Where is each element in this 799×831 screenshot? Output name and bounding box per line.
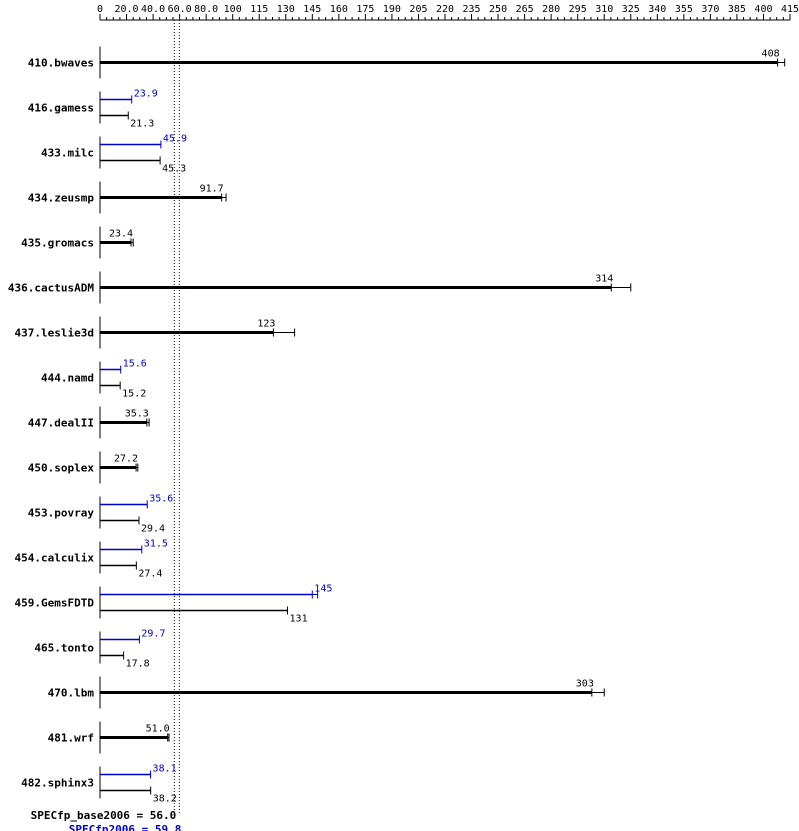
x-tick-label: 0 <box>97 4 103 15</box>
base-value-label: 91.7 <box>200 184 224 195</box>
x-tick-label: 340 <box>648 4 666 15</box>
x-tick-label: 295 <box>569 4 587 15</box>
base-value-label: 51.0 <box>146 724 170 735</box>
benchmark-label: 447.dealII <box>28 417 94 430</box>
benchmark-label: 450.soplex <box>28 462 95 475</box>
benchmark-label: 444.namd <box>41 372 94 385</box>
x-tick-label: 250 <box>489 4 507 15</box>
benchmark-label: 433.milc <box>41 147 94 160</box>
x-tick-label: 280 <box>542 4 560 15</box>
benchmark-label: 437.leslie3d <box>15 327 94 340</box>
footer-base-label: SPECfp_base2006 = 56.0 <box>31 809 177 822</box>
x-tick-label: 400 <box>754 4 772 15</box>
base-thin-value-label: 38.2 <box>153 794 177 805</box>
base-value-label: 314 <box>595 274 613 285</box>
base-value-label: 408 <box>762 49 780 60</box>
benchmark-label: 435.gromacs <box>21 237 94 250</box>
x-tick-label: 20.0 <box>114 4 138 15</box>
x-tick-label: 385 <box>728 4 746 15</box>
x-tick-label: 100 <box>224 4 242 15</box>
benchmark-label: 453.povray <box>28 507 95 520</box>
x-tick-label: 325 <box>622 4 640 15</box>
peak-value-label: 35.6 <box>149 494 173 505</box>
peak-value-label: 15.6 <box>123 359 147 370</box>
x-tick-label: 190 <box>383 4 401 15</box>
footer-peak-label: SPECfp2006 = 59.8 <box>69 823 182 831</box>
peak-value-label: 38.1 <box>153 764 177 775</box>
x-tick-label: 160 <box>330 4 348 15</box>
x-tick-label: 235 <box>463 4 481 15</box>
spec-fp-chart: 0 20.040.060.080.0 100 115 130 145 160 175 190 20… <box>0 0 799 831</box>
base-thin-value-label: 27.4 <box>138 569 162 580</box>
benchmark-label: 481.wrf <box>48 732 94 745</box>
x-tick-label: 355 <box>675 4 693 15</box>
x-tick-label: 145 <box>303 4 321 15</box>
x-tick-label: 80.0 <box>194 4 218 15</box>
peak-value-label: 29.7 <box>141 629 165 640</box>
base-thin-value-label: 15.2 <box>122 389 146 400</box>
benchmark-label: 465.tonto <box>34 642 94 655</box>
x-tick-label: 370 <box>701 4 719 15</box>
peak-value-label: 45.9 <box>163 134 187 145</box>
benchmark-label: 454.calculix <box>15 552 95 565</box>
base-thin-value-label: 45.3 <box>162 164 186 175</box>
base-thin-value-label: 21.3 <box>130 119 154 130</box>
benchmark-label: 416.gamess <box>28 102 94 115</box>
x-tick-label: 130 <box>277 4 295 15</box>
x-tick-label: 40.0 <box>141 4 165 15</box>
base-thin-value-label: 17.8 <box>126 659 150 670</box>
x-tick-label: 415 <box>781 4 799 15</box>
benchmark-label: 470.lbm <box>48 687 95 700</box>
peak-value-label: 145 <box>314 584 332 595</box>
x-tick-label: 265 <box>516 4 534 15</box>
x-tick-label: 205 <box>409 4 427 15</box>
base-thin-value-label: 131 <box>290 614 308 625</box>
peak-value-label: 23.9 <box>134 89 158 100</box>
benchmark-label: 436.cactusADM <box>8 282 94 295</box>
x-tick-label: 60.0 <box>168 4 192 15</box>
base-value-label: 123 <box>257 319 275 330</box>
benchmark-label: 459.GemsFDTD <box>15 597 95 610</box>
base-value-label: 27.2 <box>114 454 138 465</box>
x-tick-label: 310 <box>595 4 613 15</box>
base-value-label: 23.4 <box>109 229 133 240</box>
peak-value-label: 31.5 <box>144 539 168 550</box>
benchmark-label: 482.sphinx3 <box>21 777 94 790</box>
benchmark-label: 434.zeusmp <box>28 192 95 205</box>
base-thin-value-label: 29.4 <box>141 524 165 535</box>
x-tick-label: 175 <box>356 4 374 15</box>
benchmark-label: 410.bwaves <box>28 57 94 70</box>
x-tick-label: 115 <box>250 4 268 15</box>
base-value-label: 303 <box>576 679 594 690</box>
base-value-label: 35.3 <box>125 409 149 420</box>
x-tick-label: 220 <box>436 4 454 15</box>
